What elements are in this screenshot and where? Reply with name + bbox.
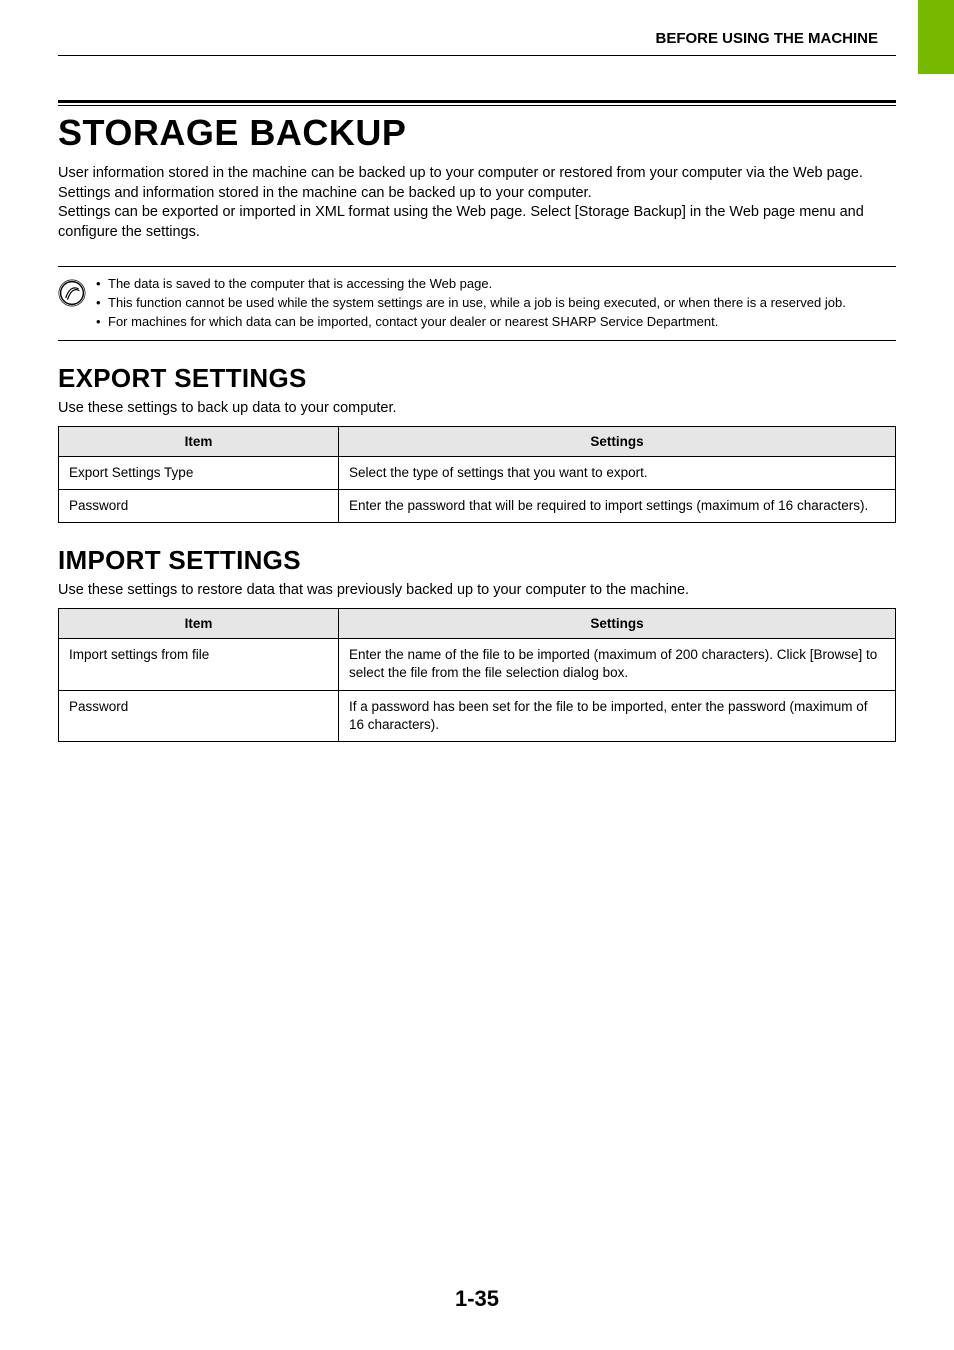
table-header-row: Item Settings [59, 426, 896, 456]
table-row: Export Settings Type Select the type of … [59, 456, 896, 489]
note-item: •For machines for which data can be impo… [96, 313, 846, 332]
table-cell-item: Export Settings Type [59, 456, 339, 489]
table-header-row: Item Settings [59, 609, 896, 639]
export-settings-table: Item Settings Export Settings Type Selec… [58, 426, 896, 523]
note-list: •The data is saved to the computer that … [96, 275, 846, 332]
note-item: •This function cannot be used while the … [96, 294, 846, 313]
note-block: •The data is saved to the computer that … [58, 266, 896, 341]
main-title: STORAGE BACKUP [58, 112, 896, 154]
title-rule-thin [58, 105, 896, 106]
header-section-title: BEFORE USING THE MACHINE [58, 30, 896, 47]
table-header-settings: Settings [339, 609, 896, 639]
export-section-desc: Use these settings to back up data to yo… [58, 400, 896, 416]
table-cell-settings: If a password has been set for the file … [339, 690, 896, 741]
import-section-title: IMPORT SETTINGS [58, 545, 896, 576]
bullet-icon: • [96, 313, 108, 332]
export-section-title: EXPORT SETTINGS [58, 363, 896, 394]
table-row: Password If a password has been set for … [59, 690, 896, 741]
note-icon [58, 279, 86, 307]
bullet-icon: • [96, 294, 108, 313]
table-cell-item: Password [59, 490, 339, 523]
table-row: Password Enter the password that will be… [59, 490, 896, 523]
table-cell-settings: Enter the password that will be required… [339, 490, 896, 523]
note-text: For machines for which data can be impor… [108, 313, 718, 332]
bullet-icon: • [96, 275, 108, 294]
table-row: Import settings from file Enter the name… [59, 639, 896, 690]
table-cell-settings: Select the type of settings that you wan… [339, 456, 896, 489]
table-cell-item: Import settings from file [59, 639, 339, 690]
table-header-settings: Settings [339, 426, 896, 456]
intro-line: User information stored in the machine c… [58, 164, 896, 184]
title-rule-thick [58, 100, 896, 103]
header-rule [58, 55, 896, 56]
intro-line: Settings can be exported or imported in … [58, 203, 896, 242]
note-text: The data is saved to the computer that i… [108, 275, 492, 294]
table-cell-item: Password [59, 690, 339, 741]
page-number: 1-35 [0, 1286, 954, 1312]
note-text: This function cannot be used while the s… [108, 294, 846, 313]
import-settings-table: Item Settings Import settings from file … [58, 608, 896, 742]
table-cell-settings: Enter the name of the file to be importe… [339, 639, 896, 690]
table-header-item: Item [59, 609, 339, 639]
note-item: •The data is saved to the computer that … [96, 275, 846, 294]
intro-text: User information stored in the machine c… [58, 164, 896, 242]
import-section-desc: Use these settings to restore data that … [58, 582, 896, 598]
corner-accent [918, 0, 954, 74]
intro-line: Settings and information stored in the m… [58, 184, 896, 204]
page-content: BEFORE USING THE MACHINE STORAGE BACKUP … [0, 0, 954, 742]
table-header-item: Item [59, 426, 339, 456]
